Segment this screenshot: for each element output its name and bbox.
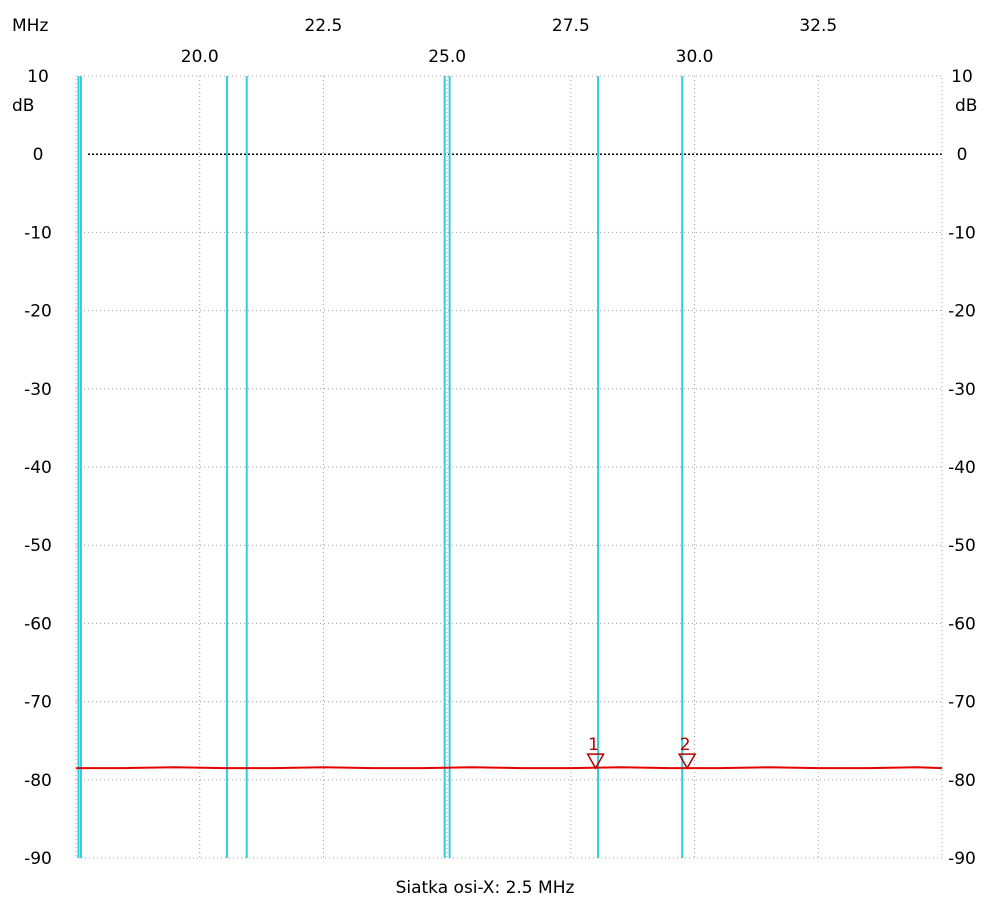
y-tick-label-left: -40 <box>24 458 52 478</box>
marker-triangle-icon <box>586 753 605 770</box>
y-tick-labels: 10 10 0 0 -10 -10 -20 -20 -30 -30 -40 -40 -50 -50 -60 -… <box>24 67 976 869</box>
y-tick-label-left: -90 <box>24 849 52 869</box>
y-tick-label-right: 0 <box>957 145 968 165</box>
y-tick-label-right: -80 <box>948 771 976 791</box>
marker-triangle-icon <box>677 753 697 770</box>
y-tick-label-left: -20 <box>24 302 52 322</box>
y-tick-label-left: -50 <box>24 536 52 556</box>
y-tick-label-right: 10 <box>951 67 973 87</box>
y-tick-label-right: -40 <box>948 458 976 478</box>
plot-frame <box>75 75 943 859</box>
cyan-markers <box>77 76 684 858</box>
y-tick-label-right: -60 <box>948 614 976 634</box>
y-unit-label-right: dB <box>955 96 977 116</box>
trace-series <box>76 766 943 770</box>
y-tick-label-right: -30 <box>948 380 976 400</box>
x-tick-label: 32.5 <box>799 16 837 36</box>
x-unit-label: MHz <box>12 16 48 36</box>
x-tick-label: 25.0 <box>428 47 466 67</box>
y-tick-label-right: -20 <box>948 302 976 322</box>
grid <box>76 76 942 858</box>
y-tick-label-left: -80 <box>24 771 52 791</box>
marker-label: 2 <box>680 735 691 755</box>
x-tick-label: 30.0 <box>676 47 714 67</box>
y-tick-label-left: -10 <box>24 223 52 243</box>
y-unit-label-left: dB <box>12 96 34 116</box>
marker-label: 1 <box>588 735 599 755</box>
x-tick-label: 22.5 <box>304 16 342 36</box>
y-tick-label-right: -50 <box>948 536 976 556</box>
x-grid-caption: Siatka osi-X: 2.5 MHz <box>396 878 575 898</box>
y-tick-label-left: -60 <box>24 614 52 634</box>
x-tick-label: 27.5 <box>552 16 590 36</box>
y-tick-label-right: -70 <box>948 693 976 713</box>
y-tick-label-right: -10 <box>948 223 976 243</box>
x-tick-labels: 22.5 27.5 32.5 20.0 25.0 30.0 <box>181 16 837 67</box>
x-tick-label: 20.0 <box>181 47 219 67</box>
y-tick-label-left: -30 <box>24 380 52 400</box>
y-tick-label-left: 10 <box>27 67 49 87</box>
y-tick-label-right: -90 <box>948 849 976 869</box>
y-tick-label-left: 0 <box>33 145 44 165</box>
y-tick-label-left: -70 <box>24 693 52 713</box>
